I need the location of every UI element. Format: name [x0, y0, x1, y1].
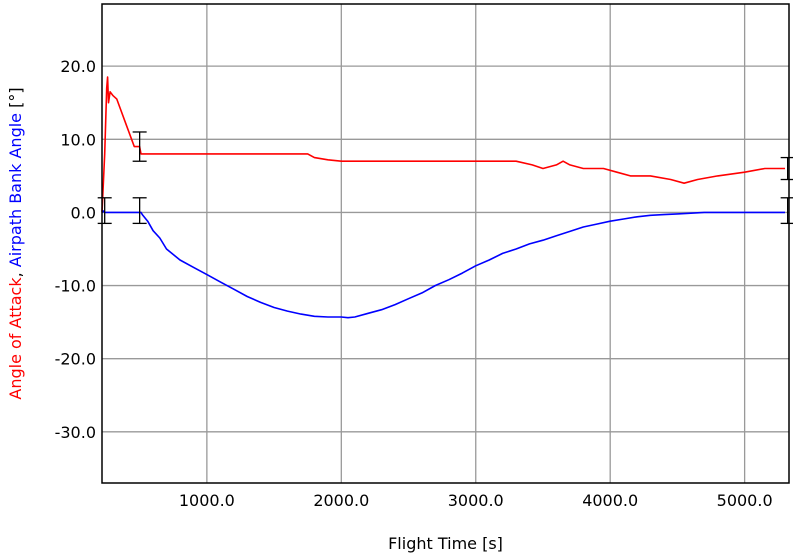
y-axis-title-part: ,	[6, 267, 25, 277]
x-tick-label: 1000.0	[179, 491, 235, 510]
y-tick-labels: 20.0 10.0 0.0 -10.0 -20.0 -30.0	[55, 57, 96, 442]
y-axis-title: Angle of Attack, Airpath Bank Angle [°]	[6, 87, 25, 399]
x-axis-title: Flight Time [s]	[388, 534, 503, 553]
y-axis-title-part: Airpath Bank Angle	[6, 113, 25, 267]
grid-layer	[102, 4, 789, 483]
y-tick-label: -20.0	[55, 350, 96, 369]
y-tick-label: -30.0	[55, 423, 96, 442]
x-tick-label: 4000.0	[582, 491, 638, 510]
x-tick-labels: 1000.0 2000.0 3000.0 4000.0 5000.0	[179, 491, 773, 510]
x-tick-label: 3000.0	[448, 491, 504, 510]
error-bar	[132, 131, 147, 162]
x-tick-label: 2000.0	[313, 491, 369, 510]
series-line-1	[101, 210, 785, 319]
series-line-0	[101, 76, 785, 213]
y-tick-label: -10.0	[55, 277, 96, 296]
errorbar-layer	[97, 131, 793, 225]
error-bar	[132, 197, 147, 225]
error-bar	[780, 197, 793, 225]
series-layer	[101, 76, 785, 319]
y-tick-label: 20.0	[60, 57, 96, 76]
y-tick-label: 10.0	[60, 130, 96, 149]
x-tick-label: 5000.0	[717, 491, 773, 510]
y-axis-title-part: Angle of Attack	[6, 277, 25, 400]
y-axis-title-part: [°]	[6, 87, 25, 113]
plot-frame	[101, 3, 790, 484]
y-tick-label: 0.0	[71, 203, 96, 222]
error-bar	[97, 197, 112, 225]
error-bar	[780, 156, 793, 181]
